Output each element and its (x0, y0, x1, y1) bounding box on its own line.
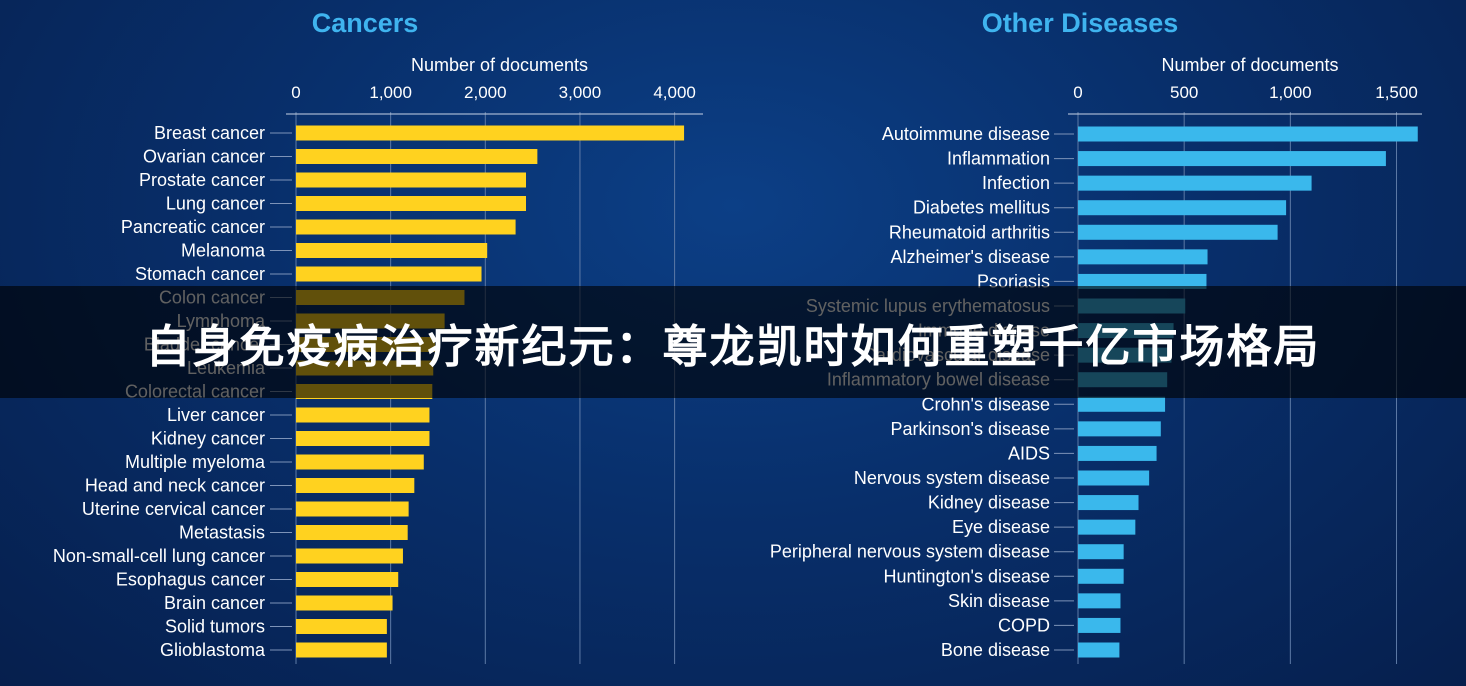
other-category-label: Skin disease (948, 591, 1050, 611)
cancers-category-label: Melanoma (181, 241, 266, 261)
banner-title: 自身免疫病治疗新纪元：尊龙凯时如何重塑千亿市场格局 (145, 319, 1321, 373)
other-category-label: Inflammation (947, 149, 1050, 169)
cancers-bar (296, 478, 415, 493)
cancers-tick-label: 1,000 (369, 83, 412, 102)
cancers-bar (296, 243, 488, 258)
cancers-bar (296, 454, 424, 470)
other-category-label: Bone disease (941, 640, 1050, 660)
other-bar (1078, 249, 1208, 265)
other-category-label: Huntington's disease (883, 566, 1050, 586)
cancers-bar (296, 548, 403, 564)
cancers-chart-title: Cancers (312, 8, 419, 38)
other-bar (1078, 421, 1161, 437)
other-bar (1078, 445, 1157, 461)
other-bar (1078, 200, 1287, 216)
other-category-label: Crohn's disease (921, 394, 1050, 414)
cancers-category-label: Head and neck cancer (85, 476, 265, 496)
other-tick-label: 1,500 (1375, 83, 1418, 102)
other-category-label: AIDS (1008, 443, 1050, 463)
cancers-category-label: Non-small-cell lung cancer (53, 546, 265, 566)
other-bar (1078, 396, 1166, 412)
other-bar (1078, 126, 1418, 142)
cancers-category-label: Kidney cancer (151, 429, 265, 449)
other-category-label: Nervous system disease (854, 468, 1050, 488)
cancers-category-label: Prostate cancer (139, 170, 265, 190)
cancers-bar (296, 525, 408, 540)
cancers-x-axis-label: Number of documents (411, 55, 588, 75)
other-bar (1078, 151, 1386, 167)
other-category-label: Kidney disease (928, 493, 1050, 513)
cancers-tick-label: 2,000 (464, 83, 507, 102)
cancers-category-label: Liver cancer (167, 405, 265, 425)
other-category-label: Eye disease (952, 517, 1050, 537)
other-bar (1078, 568, 1124, 584)
cancers-category-label: Pancreatic cancer (121, 217, 265, 237)
cancers-category-label: Brain cancer (164, 593, 265, 613)
cancers-bar (296, 196, 527, 211)
cancers-tick-label: 0 (291, 83, 300, 102)
other-category-label: Diabetes mellitus (913, 198, 1050, 218)
cancers-bar (296, 407, 430, 423)
cancers-bar (296, 501, 409, 517)
cancers-bar (296, 266, 482, 282)
other-bar (1078, 224, 1278, 240)
other-category-label: Alzheimer's disease (890, 247, 1050, 267)
cancers-category-label: Esophagus cancer (116, 570, 265, 590)
cancers-category-label: Multiple myeloma (125, 452, 266, 472)
cancers-bar (296, 149, 538, 164)
cancers-bar (296, 431, 430, 446)
cancers-bar (296, 619, 387, 634)
other-x-axis-label: Number of documents (1161, 55, 1338, 75)
title-banner: 自身免疫病治疗新纪元：尊龙凯时如何重塑千亿市场格局 (0, 286, 1466, 398)
other-category-label: Parkinson's disease (890, 419, 1050, 439)
other-bar (1078, 642, 1120, 658)
cancers-category-label: Breast cancer (154, 123, 265, 143)
cancers-tick-label: 3,000 (559, 83, 602, 102)
other-category-label: Rheumatoid arthritis (889, 222, 1050, 242)
other-bar (1078, 273, 1207, 289)
other-category-label: Infection (982, 173, 1050, 193)
cancers-category-label: Glioblastoma (160, 640, 266, 660)
other-bar (1078, 544, 1124, 560)
cancers-category-label: Solid tumors (165, 617, 265, 637)
cancers-category-label: Uterine cervical cancer (82, 499, 265, 519)
other-bar (1078, 470, 1150, 486)
cancers-bar (296, 642, 387, 658)
cancers-bar (296, 125, 685, 141)
other-chart-title: Other Diseases (982, 8, 1179, 38)
cancers-bar (296, 219, 516, 235)
other-category-label: Peripheral nervous system disease (770, 542, 1050, 562)
cancers-category-label: Metastasis (179, 523, 265, 543)
cancers-category-label: Lung cancer (166, 194, 265, 214)
other-category-label: Autoimmune disease (882, 124, 1050, 144)
other-bar (1078, 617, 1121, 633)
other-bar (1078, 593, 1121, 609)
other-tick-label: 500 (1170, 83, 1198, 102)
cancers-bar (296, 572, 399, 587)
other-tick-label: 0 (1073, 83, 1082, 102)
other-bar (1078, 175, 1312, 191)
cancers-category-label: Stomach cancer (135, 264, 265, 284)
other-bar (1078, 519, 1136, 535)
cancers-bar (296, 172, 527, 188)
other-category-label: COPD (998, 615, 1050, 635)
cancers-tick-label: 4,000 (653, 83, 696, 102)
cancers-category-label: Ovarian cancer (143, 147, 265, 167)
cancers-bar (296, 595, 393, 611)
other-tick-label: 1,000 (1269, 83, 1312, 102)
other-bar (1078, 495, 1139, 511)
